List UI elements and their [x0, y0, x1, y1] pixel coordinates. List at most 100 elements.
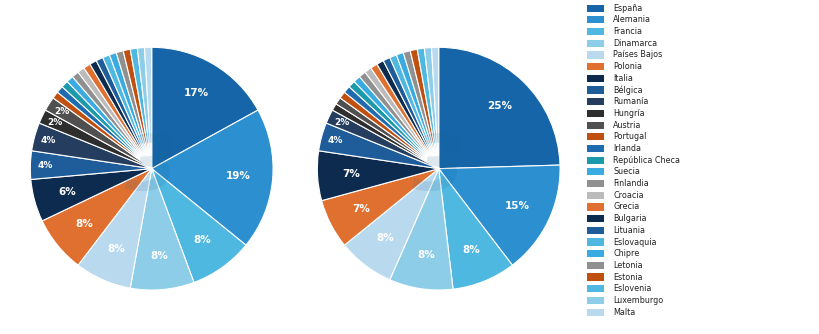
Text: 3: 3: [125, 132, 178, 206]
Text: 7%: 7%: [342, 169, 360, 179]
Wedge shape: [39, 110, 152, 169]
Bar: [586, 262, 603, 269]
Text: 17%: 17%: [183, 89, 209, 99]
Text: Eslovaquia: Eslovaquia: [613, 237, 656, 246]
Wedge shape: [370, 64, 438, 169]
Text: 8%: 8%: [416, 250, 434, 260]
Wedge shape: [45, 98, 152, 169]
Text: Rumanía: Rumanía: [613, 97, 648, 106]
Text: Finlandia: Finlandia: [613, 179, 648, 188]
Bar: [586, 285, 603, 292]
Bar: [586, 238, 603, 245]
Text: Bulgaria: Bulgaria: [613, 214, 646, 223]
Wedge shape: [423, 47, 438, 169]
Wedge shape: [84, 64, 152, 169]
Wedge shape: [130, 48, 152, 169]
Bar: [586, 145, 603, 152]
Text: Irlanda: Irlanda: [613, 144, 640, 153]
Text: Chipre: Chipre: [613, 249, 639, 258]
Wedge shape: [152, 110, 273, 245]
Text: 8%: 8%: [107, 243, 125, 254]
Text: Malta: Malta: [613, 308, 635, 317]
Wedge shape: [410, 49, 438, 169]
Text: 15%: 15%: [505, 201, 529, 211]
Bar: [586, 51, 603, 58]
Wedge shape: [319, 123, 438, 169]
Wedge shape: [349, 81, 438, 169]
Bar: [586, 203, 603, 210]
Wedge shape: [317, 151, 438, 201]
Bar: [586, 75, 603, 82]
Text: 8%: 8%: [193, 235, 211, 245]
Wedge shape: [354, 77, 438, 169]
Wedge shape: [332, 104, 438, 169]
Bar: [586, 98, 603, 105]
Wedge shape: [389, 55, 438, 169]
Text: 4%: 4%: [37, 161, 52, 170]
Wedge shape: [344, 169, 438, 280]
Bar: [586, 122, 603, 129]
Text: 8%: 8%: [462, 244, 480, 255]
Wedge shape: [32, 123, 152, 169]
Wedge shape: [67, 77, 152, 169]
Bar: [586, 28, 603, 35]
Wedge shape: [30, 151, 152, 179]
Text: República Checa: República Checa: [613, 156, 679, 165]
Text: Países Bajos: Países Bajos: [613, 50, 662, 59]
Text: 8%: 8%: [151, 251, 168, 261]
Wedge shape: [152, 47, 258, 169]
Bar: [586, 87, 603, 94]
Bar: [586, 157, 603, 164]
Wedge shape: [396, 52, 438, 169]
Wedge shape: [137, 47, 152, 169]
Wedge shape: [438, 47, 559, 169]
Wedge shape: [78, 68, 152, 169]
Wedge shape: [403, 51, 438, 169]
Bar: [586, 40, 603, 47]
Wedge shape: [144, 47, 152, 169]
Wedge shape: [130, 169, 194, 290]
Wedge shape: [438, 169, 512, 289]
Bar: [586, 274, 603, 281]
Bar: [586, 16, 603, 23]
Wedge shape: [438, 165, 559, 265]
Wedge shape: [90, 61, 152, 169]
Text: Portugal: Portugal: [613, 132, 645, 141]
Text: Alemania: Alemania: [613, 15, 650, 24]
Text: Polonia: Polonia: [613, 62, 641, 71]
Text: Grecia: Grecia: [613, 202, 639, 211]
Bar: [586, 168, 603, 175]
Bar: [586, 133, 603, 140]
Wedge shape: [152, 169, 246, 283]
Wedge shape: [382, 57, 438, 169]
Wedge shape: [102, 55, 152, 169]
Text: Francia: Francia: [613, 27, 641, 36]
Text: 6%: 6%: [58, 187, 76, 197]
Bar: [586, 180, 603, 187]
Text: Lituania: Lituania: [613, 226, 645, 235]
Wedge shape: [96, 57, 152, 169]
Text: Hungría: Hungría: [613, 109, 644, 118]
Text: Croacia: Croacia: [613, 191, 643, 200]
Bar: [586, 192, 603, 199]
Bar: [586, 250, 603, 257]
Wedge shape: [344, 87, 438, 169]
Wedge shape: [57, 87, 152, 169]
Text: 7%: 7%: [351, 203, 369, 213]
Text: 4%: 4%: [41, 136, 57, 145]
Text: 8%: 8%: [377, 233, 394, 243]
Wedge shape: [116, 51, 152, 169]
Wedge shape: [42, 169, 152, 265]
Text: 2%: 2%: [48, 118, 63, 127]
Wedge shape: [53, 92, 152, 169]
Wedge shape: [326, 110, 438, 169]
Wedge shape: [431, 47, 438, 169]
Wedge shape: [340, 92, 438, 169]
Wedge shape: [377, 61, 438, 169]
Text: Luxemburgo: Luxemburgo: [613, 296, 663, 305]
Text: Letonia: Letonia: [613, 261, 642, 270]
Wedge shape: [78, 169, 152, 288]
Wedge shape: [389, 169, 453, 290]
Text: Dinamarca: Dinamarca: [613, 39, 657, 48]
Wedge shape: [364, 68, 438, 169]
